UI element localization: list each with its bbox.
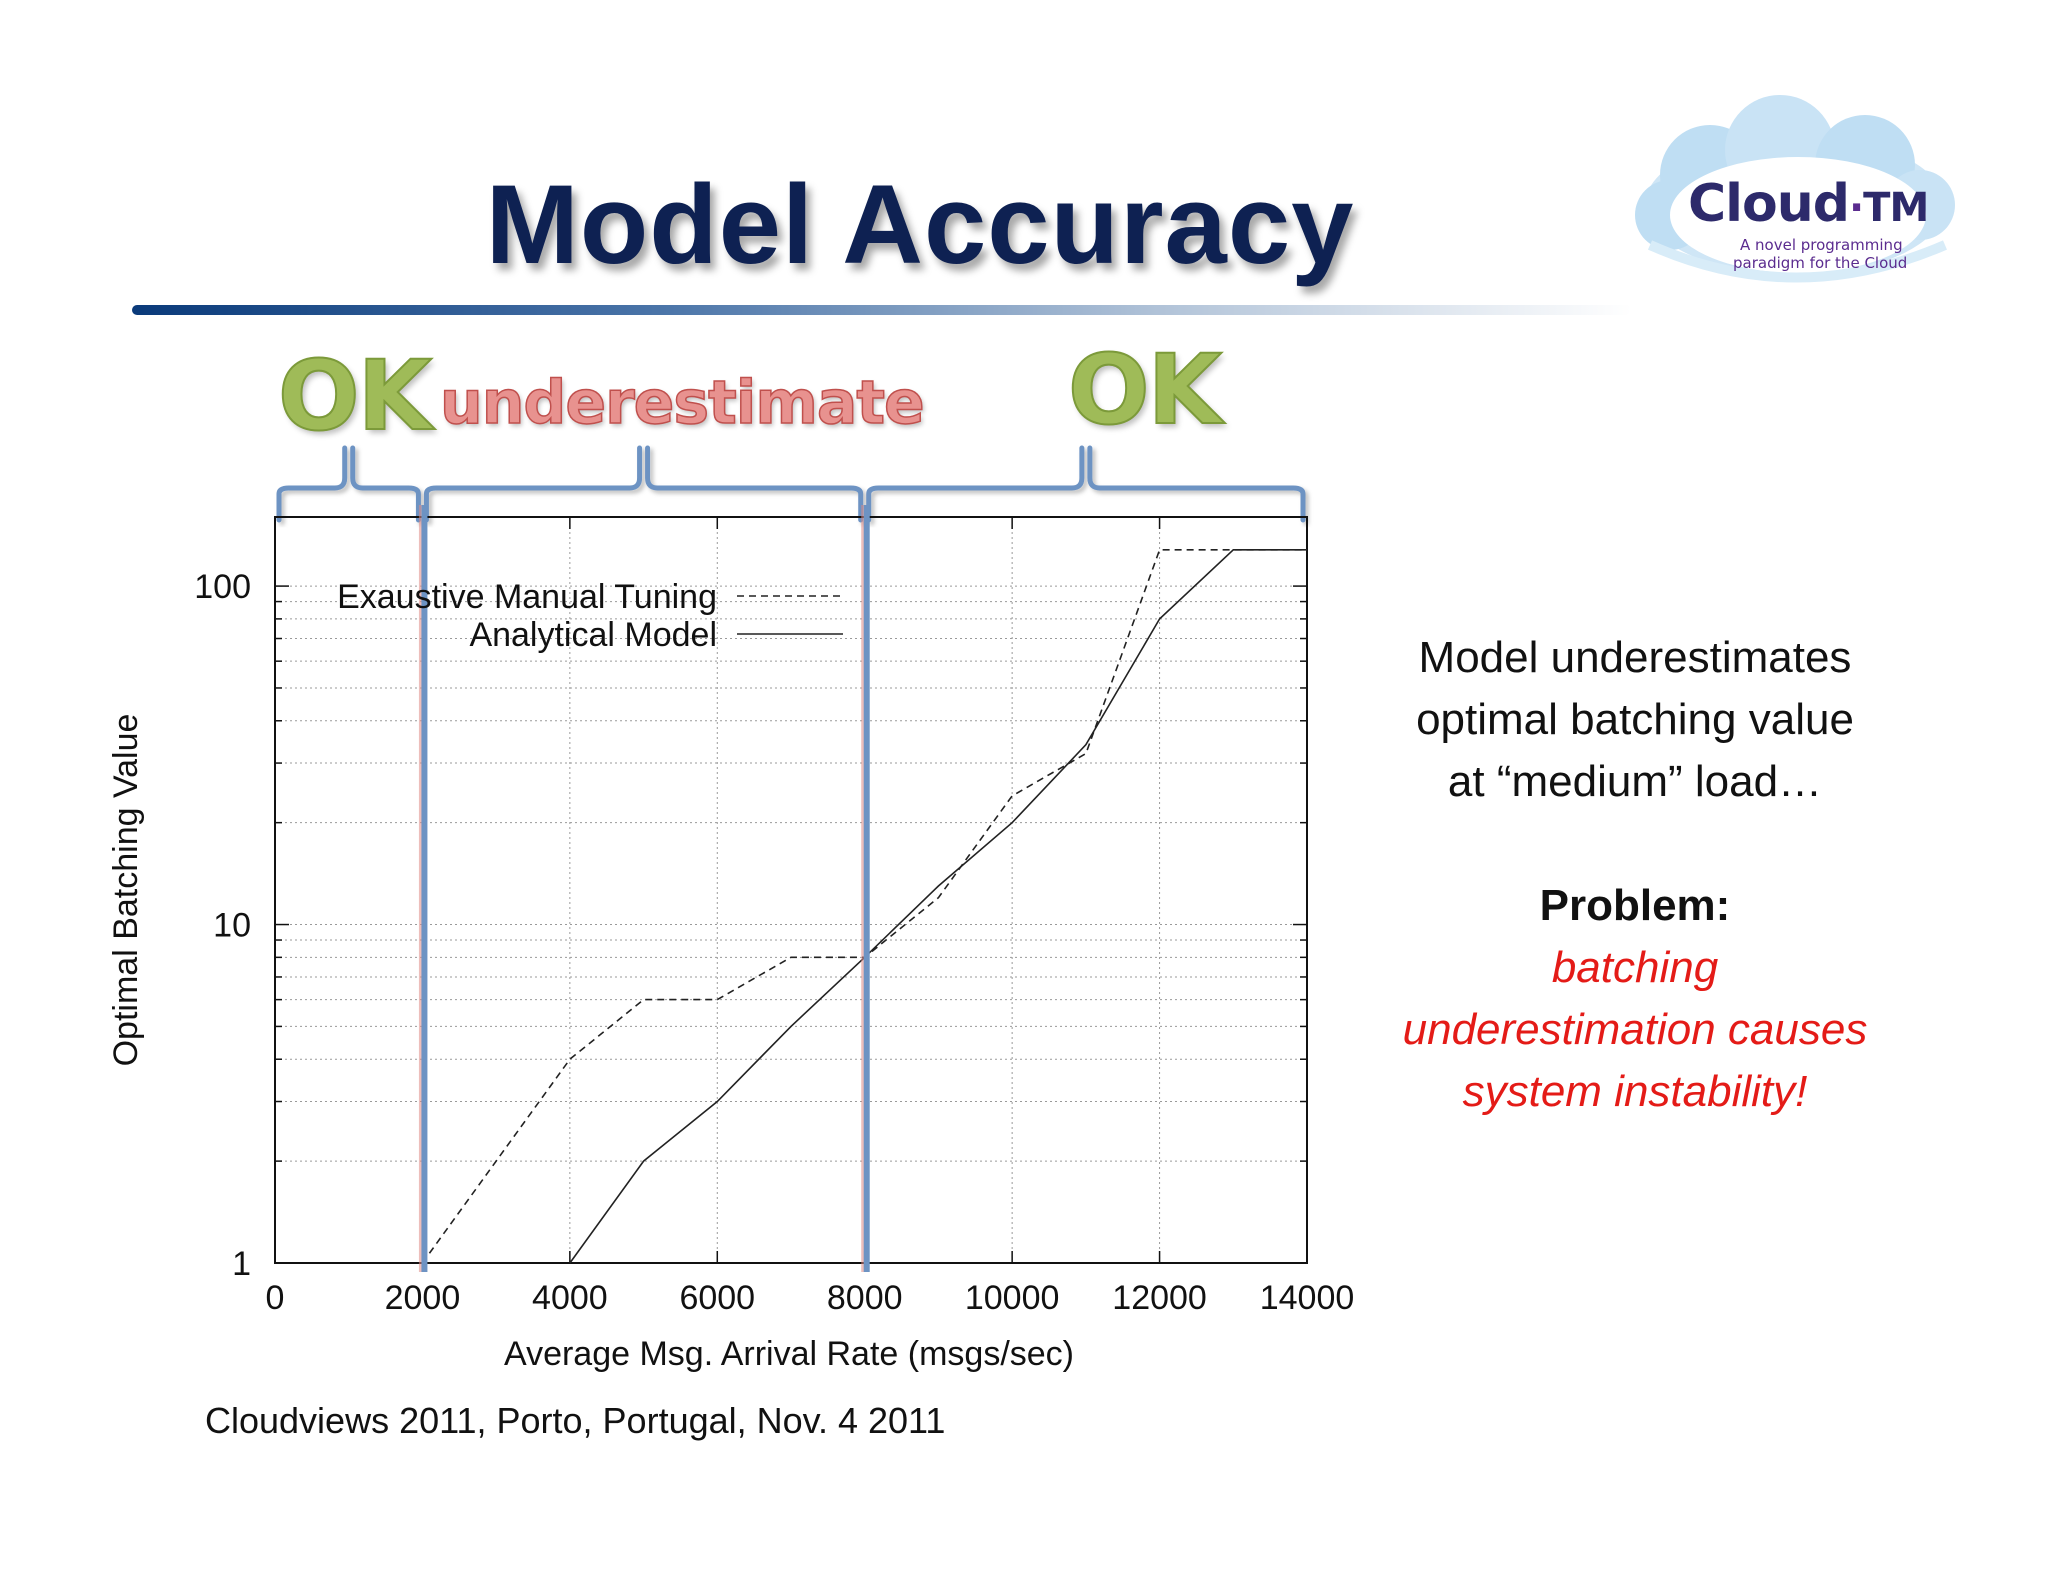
side-note-line-1: Model underestimates (1418, 633, 1852, 682)
problem-line-2: underestimation causes (1402, 1005, 1868, 1054)
series-line-manual-tuning (421, 548, 1307, 1264)
problem-line-1: batching (1551, 943, 1719, 992)
legend-label: Exaustive Manual Tuning (337, 578, 717, 616)
logo-tagline-1: A novel programming (1740, 236, 1903, 254)
region-bracket-2 (866, 445, 1306, 523)
y-tick-label: 10 (213, 907, 251, 945)
x-tick-label: 14000 (1260, 1279, 1355, 1317)
x-tick-label: 10000 (965, 1279, 1060, 1317)
problem-line-3: system instability! (1462, 1067, 1808, 1116)
footer-citation: Cloudviews 2011, Porto, Portugal, Nov. 4… (205, 1400, 946, 1441)
side-note: Model underestimates optimal batching va… (1380, 627, 1890, 1123)
plot-frame (274, 516, 1308, 1264)
region-brackets (276, 445, 1306, 523)
x-tick-label: 8000 (827, 1279, 903, 1317)
logo-tagline-2: paradigm for the Cloud (1733, 254, 1908, 272)
title-underline (132, 305, 1632, 315)
grid (275, 517, 1307, 1263)
y-tick-label: 100 (194, 568, 251, 606)
cloud-tm-logo (1635, 95, 1955, 283)
side-note-line-2: optimal batching value (1416, 695, 1854, 744)
problem-heading: Problem: (1539, 881, 1731, 930)
page-title: Model Accuracy (485, 162, 1355, 287)
x-axis-label: Average Msg. Arrival Rate (msgs/sec) (504, 1335, 1074, 1373)
logo-brand: Cloud·TM (1688, 174, 1929, 234)
region-label-ok-right: OK (1067, 333, 1223, 447)
cloud-icon (1635, 95, 1955, 283)
y-tick-label: 1 (232, 1245, 251, 1283)
x-tick-label: 6000 (679, 1279, 755, 1317)
series (421, 548, 1307, 1264)
side-note-line-3: at “medium” load… (1447, 757, 1823, 806)
legend-label: Analytical Model (469, 616, 717, 654)
x-tick-label: 0 (266, 1279, 285, 1317)
x-tick-label: 2000 (385, 1279, 461, 1317)
x-tick-label: 4000 (532, 1279, 608, 1317)
axes: 0 2000 4000 6000 8000 10000 12000 14000 1 10 100 (194, 516, 1355, 1317)
region-label-ok-left: OK (277, 339, 433, 453)
y-axis-label: Optimal Batching Value (107, 714, 145, 1067)
region-dividers (418, 505, 870, 1272)
region-bracket-0 (276, 445, 421, 523)
series-line-analytical-model (569, 548, 1307, 1264)
region-bracket-1 (423, 445, 864, 523)
region-label-underestimate: underestimate (439, 367, 925, 439)
x-tick-label: 12000 (1112, 1279, 1207, 1317)
